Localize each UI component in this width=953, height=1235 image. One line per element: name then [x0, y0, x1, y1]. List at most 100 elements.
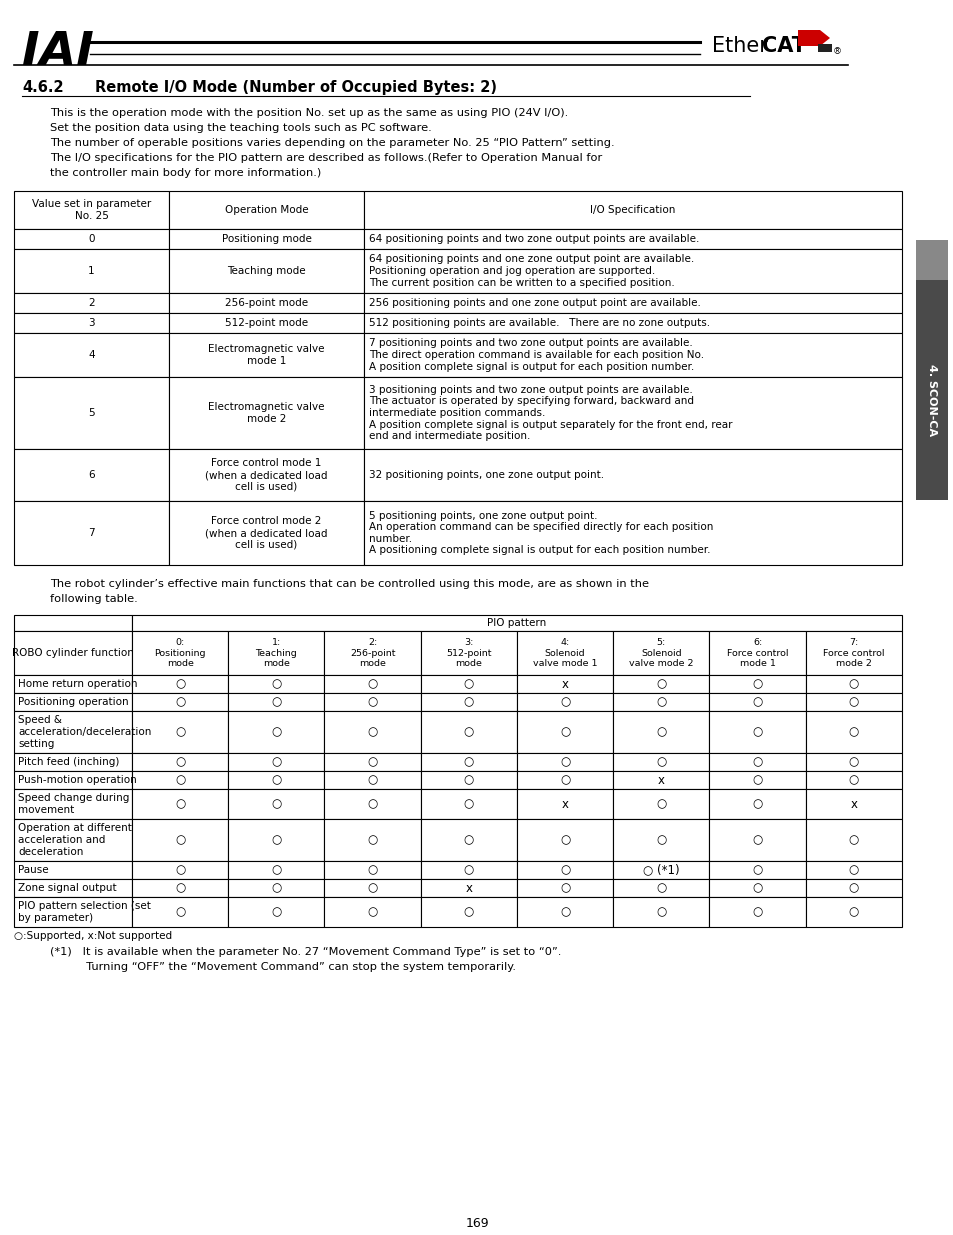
Text: 7 positioning points and two zone output points are available.: 7 positioning points and two zone output…	[369, 338, 692, 348]
Bar	[132, 676, 228, 693]
Bar	[364, 501, 901, 564]
Bar	[14, 897, 132, 927]
Text: valve mode 1: valve mode 1	[533, 659, 597, 668]
Text: ○: ○	[174, 834, 185, 846]
Bar	[709, 819, 805, 861]
Bar	[805, 753, 901, 771]
Text: mode 1: mode 1	[739, 659, 775, 668]
Text: ○: ○	[752, 678, 762, 690]
Text: ○: ○	[271, 695, 281, 709]
Text: mode 2: mode 2	[247, 414, 286, 424]
Text: mode: mode	[359, 659, 386, 668]
Text: ○: ○	[463, 678, 474, 690]
Text: 512-point: 512-point	[446, 648, 491, 657]
Text: ○: ○	[174, 725, 185, 739]
Text: Solenoid: Solenoid	[640, 648, 681, 657]
Text: A positioning complete signal is output for each position number.: A positioning complete signal is output …	[369, 546, 710, 556]
Text: ○: ○	[559, 725, 570, 739]
Text: ○: ○	[848, 725, 858, 739]
Text: Push-motion operation: Push-motion operation	[18, 776, 136, 785]
Bar	[613, 771, 709, 789]
Text: I/O Specification: I/O Specification	[590, 205, 675, 215]
Text: The robot cylinder’s effective main functions that can be controlled using this : The robot cylinder’s effective main func…	[50, 579, 648, 589]
Text: Force control mode 2: Force control mode 2	[212, 516, 321, 526]
Text: 64 positioning points and one zone output point are available.: 64 positioning points and one zone outpu…	[369, 254, 694, 264]
Bar	[709, 753, 805, 771]
Text: Value set in parameter: Value set in parameter	[31, 199, 151, 209]
Text: ○ (*1): ○ (*1)	[642, 863, 679, 877]
Bar	[132, 819, 228, 861]
Text: 3 positioning points and two zone output points are available.: 3 positioning points and two zone output…	[369, 385, 692, 395]
Bar	[169, 191, 364, 228]
Text: ○: ○	[848, 695, 858, 709]
Bar	[420, 771, 517, 789]
Text: by parameter): by parameter)	[18, 913, 93, 923]
Bar	[14, 450, 169, 501]
Text: ○: ○	[174, 798, 185, 810]
Text: deceleration: deceleration	[18, 847, 83, 857]
Text: ○: ○	[752, 905, 762, 919]
Bar	[132, 631, 228, 676]
Bar	[420, 631, 517, 676]
Bar	[709, 879, 805, 897]
Bar	[132, 615, 901, 631]
Text: Teaching mode: Teaching mode	[227, 266, 306, 275]
Bar	[709, 676, 805, 693]
Text: ○: ○	[367, 678, 377, 690]
Bar	[324, 631, 420, 676]
Text: ○: ○	[367, 773, 377, 787]
Text: cell is used): cell is used)	[235, 482, 297, 492]
Text: Positioning mode: Positioning mode	[221, 233, 311, 245]
Text: ○: ○	[174, 905, 185, 919]
Text: ○: ○	[656, 834, 666, 846]
Text: ○: ○	[559, 882, 570, 894]
Bar	[364, 377, 901, 450]
Bar	[613, 897, 709, 927]
Bar	[228, 771, 324, 789]
Bar	[805, 771, 901, 789]
Text: 512-point mode: 512-point mode	[225, 317, 308, 329]
Text: ○: ○	[271, 834, 281, 846]
Text: 1:: 1:	[272, 638, 281, 647]
Bar	[364, 312, 901, 333]
Text: ○: ○	[271, 882, 281, 894]
Bar	[420, 897, 517, 927]
Bar	[324, 879, 420, 897]
Bar	[364, 228, 901, 249]
Text: 1: 1	[88, 266, 94, 275]
Text: ○: ○	[848, 905, 858, 919]
Bar	[132, 693, 228, 711]
Bar	[613, 631, 709, 676]
Text: Positioning operation: Positioning operation	[18, 697, 129, 706]
Bar	[169, 333, 364, 377]
Text: ○: ○	[367, 863, 377, 877]
Text: ○: ○	[559, 756, 570, 768]
Text: CAT: CAT	[761, 36, 805, 56]
Bar	[517, 693, 613, 711]
Bar	[420, 753, 517, 771]
Text: x: x	[561, 798, 568, 810]
Bar	[613, 676, 709, 693]
Text: the controller main body for more information.): the controller main body for more inform…	[50, 168, 321, 178]
Bar	[14, 191, 169, 228]
Bar	[228, 819, 324, 861]
Text: ○: ○	[656, 678, 666, 690]
Text: ○: ○	[848, 678, 858, 690]
Text: ○: ○	[367, 725, 377, 739]
Bar	[805, 711, 901, 753]
Text: Zone signal output: Zone signal output	[18, 883, 116, 893]
Text: ○: ○	[367, 756, 377, 768]
Bar	[169, 450, 364, 501]
Text: movement: movement	[18, 805, 74, 815]
Text: mode: mode	[263, 659, 290, 668]
Text: (when a dedicated load: (when a dedicated load	[205, 471, 328, 480]
Text: Turning “OFF” the “Movement Command” can stop the system temporarily.: Turning “OFF” the “Movement Command” can…	[50, 962, 516, 972]
Bar	[169, 228, 364, 249]
Text: valve mode 2: valve mode 2	[628, 659, 693, 668]
Bar	[517, 897, 613, 927]
Text: ○: ○	[848, 773, 858, 787]
Bar	[613, 753, 709, 771]
Text: 2: 2	[88, 298, 94, 308]
Text: ○: ○	[559, 695, 570, 709]
Text: A position complete signal is output for each position number.: A position complete signal is output for…	[369, 362, 694, 372]
